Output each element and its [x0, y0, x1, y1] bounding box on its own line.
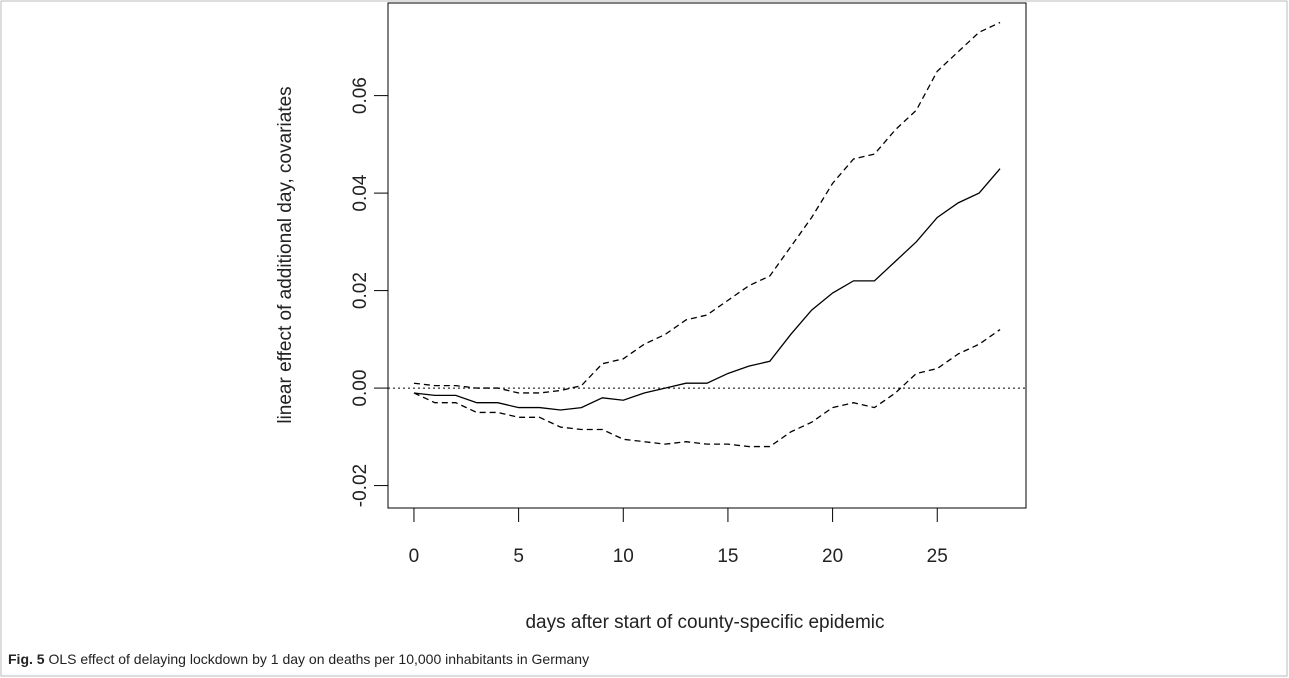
x-axis-label: days after start of county-specific epid… — [525, 612, 884, 633]
x-tick-label: 15 — [717, 546, 738, 567]
x-tick-label: 25 — [927, 546, 948, 567]
series-line — [413, 168, 1001, 411]
plot-frame — [387, 2, 1027, 509]
x-tick-label: 5 — [513, 546, 524, 567]
y-tick-label: -0.02 — [350, 464, 371, 507]
y-tick-label: 0.06 — [350, 77, 371, 114]
series-line — [413, 329, 1001, 448]
y-axis-label: linear effect of additional day, covaria… — [275, 86, 296, 423]
x-tick-label: 20 — [822, 546, 843, 567]
caption: Fig. 5 OLS effect of delaying lockdown b… — [8, 651, 589, 667]
y-tick-label: 0.04 — [350, 174, 371, 211]
caption-label: Fig. 5 — [8, 651, 45, 667]
caption-text: OLS effect of delaying lockdown by 1 day… — [48, 651, 589, 667]
y-tick-label: 0.02 — [350, 272, 371, 309]
x-tick-label: 0 — [409, 546, 420, 567]
x-tick-label: 10 — [613, 546, 634, 567]
y-tick-label: 0.00 — [350, 370, 371, 407]
series-line — [413, 21, 1001, 394]
